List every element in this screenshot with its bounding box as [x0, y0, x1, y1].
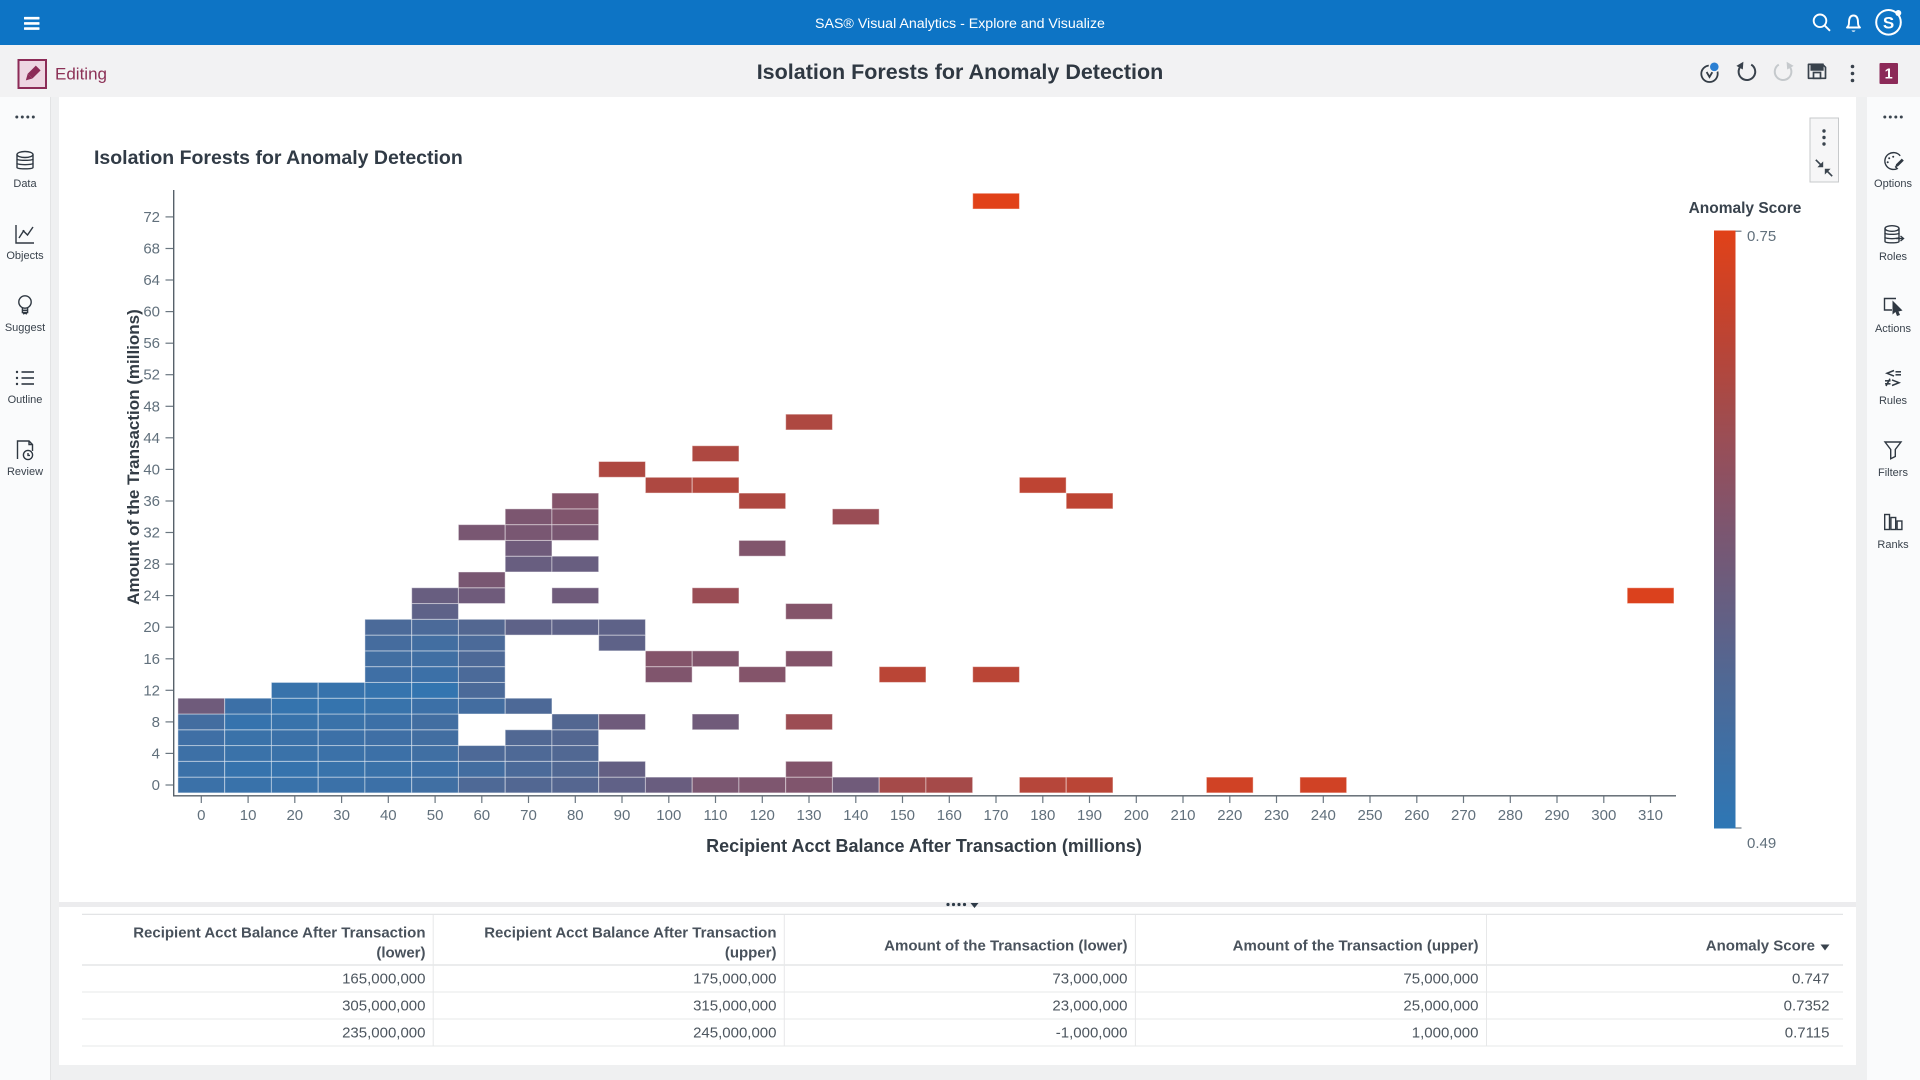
svg-text:Objects: Objects	[6, 250, 44, 262]
svg-text:170: 170	[983, 807, 1008, 824]
svg-text:72: 72	[143, 209, 160, 226]
svg-text:235,000,000: 235,000,000	[342, 1025, 425, 1042]
svg-text:Review: Review	[7, 466, 43, 478]
svg-text:Isolation Forests for Anomaly: Isolation Forests for Anomaly Detection	[757, 60, 1164, 84]
svg-text:Filters: Filters	[1878, 467, 1908, 479]
svg-text:Editing: Editing	[55, 65, 107, 84]
svg-text:Amount of the Transaction (low: Amount of the Transaction (lower)	[884, 938, 1127, 955]
svg-text:0.75: 0.75	[1747, 228, 1776, 245]
svg-text:56: 56	[143, 335, 160, 352]
svg-text:Suggest: Suggest	[5, 322, 45, 334]
svg-text:8: 8	[152, 714, 160, 731]
svg-text:75,000,000: 75,000,000	[1403, 971, 1478, 988]
svg-text:40: 40	[143, 461, 160, 478]
svg-text:20: 20	[143, 619, 160, 636]
svg-text:165,000,000: 165,000,000	[342, 971, 425, 988]
svg-text:48: 48	[143, 398, 160, 415]
svg-text:4: 4	[152, 745, 160, 762]
svg-text:310: 310	[1638, 807, 1663, 824]
svg-text:150: 150	[890, 807, 915, 824]
svg-text:245,000,000: 245,000,000	[693, 1025, 776, 1042]
svg-text:24: 24	[143, 588, 160, 605]
svg-text:12: 12	[143, 682, 160, 699]
svg-text:28: 28	[143, 556, 160, 573]
svg-text:Recipient Acct Balance After T: Recipient Acct Balance After Transaction…	[706, 836, 1142, 856]
svg-text:300: 300	[1591, 807, 1616, 824]
svg-text:180: 180	[1030, 807, 1055, 824]
svg-text:16: 16	[143, 651, 160, 668]
svg-text:Options: Options	[1874, 178, 1912, 190]
svg-text:Anomaly Score: Anomaly Score	[1706, 938, 1815, 955]
svg-text:Outline: Outline	[8, 394, 43, 406]
svg-text:0: 0	[197, 807, 205, 824]
svg-text:290: 290	[1544, 807, 1569, 824]
svg-text:175,000,000: 175,000,000	[693, 971, 776, 988]
svg-text:64: 64	[143, 272, 160, 289]
svg-text:50: 50	[427, 807, 444, 824]
svg-text:60: 60	[473, 807, 490, 824]
svg-text:Roles: Roles	[1879, 251, 1908, 263]
svg-text:Data: Data	[13, 178, 37, 190]
svg-text:40: 40	[380, 807, 397, 824]
svg-text:Ranks: Ranks	[1877, 539, 1909, 551]
svg-text:Rules: Rules	[1879, 395, 1908, 407]
svg-text:250: 250	[1357, 807, 1382, 824]
svg-text:S: S	[1883, 14, 1894, 33]
svg-text:190: 190	[1077, 807, 1102, 824]
svg-text:68: 68	[143, 241, 160, 258]
svg-text:0.7115: 0.7115	[1785, 1025, 1830, 1042]
svg-text:305,000,000: 305,000,000	[342, 998, 425, 1015]
svg-text:Recipient Acct Balance After T: Recipient Acct Balance After Transaction	[484, 925, 776, 942]
svg-text:0.747: 0.747	[1792, 971, 1830, 988]
svg-text:73,000,000: 73,000,000	[1052, 971, 1127, 988]
svg-text:20: 20	[286, 807, 303, 824]
svg-text:1: 1	[1885, 67, 1893, 83]
svg-text:90: 90	[614, 807, 631, 824]
svg-text:1,000,000: 1,000,000	[1412, 1025, 1479, 1042]
svg-text:210: 210	[1170, 807, 1195, 824]
svg-text:Recipient Acct Balance After T: Recipient Acct Balance After Transaction	[133, 925, 425, 942]
svg-text:52: 52	[143, 367, 160, 384]
svg-text:220: 220	[1217, 807, 1242, 824]
svg-text:60: 60	[143, 304, 160, 321]
svg-text:200: 200	[1124, 807, 1149, 824]
svg-text:0.49: 0.49	[1747, 835, 1776, 852]
svg-text:36: 36	[143, 493, 160, 510]
svg-text:230: 230	[1264, 807, 1289, 824]
svg-text:80: 80	[567, 807, 584, 824]
svg-text:100: 100	[656, 807, 681, 824]
svg-text:Amount of the Transaction (mil: Amount of the Transaction (millions)	[124, 309, 143, 605]
svg-text:260: 260	[1404, 807, 1429, 824]
svg-text:Actions: Actions	[1875, 323, 1912, 335]
svg-text:120: 120	[750, 807, 775, 824]
svg-text:32: 32	[143, 525, 160, 542]
svg-text:270: 270	[1451, 807, 1476, 824]
svg-text:25,000,000: 25,000,000	[1403, 998, 1478, 1015]
svg-text:280: 280	[1498, 807, 1523, 824]
svg-text:SAS® Visual Analytics - Explor: SAS® Visual Analytics - Explore and Visu…	[815, 16, 1105, 32]
svg-text:240: 240	[1311, 807, 1336, 824]
svg-text:10: 10	[240, 807, 257, 824]
svg-text:315,000,000: 315,000,000	[693, 998, 776, 1015]
svg-text:Amount of the Transaction (upp: Amount of the Transaction (upper)	[1233, 938, 1479, 955]
svg-text:Isolation Forests for Anomaly: Isolation Forests for Anomaly Detection	[94, 147, 463, 169]
svg-text:130: 130	[796, 807, 821, 824]
svg-text:0: 0	[152, 777, 160, 794]
svg-text:140: 140	[843, 807, 868, 824]
svg-text:44: 44	[143, 430, 160, 447]
svg-text:30: 30	[333, 807, 350, 824]
svg-text:Anomaly Score: Anomaly Score	[1689, 200, 1802, 217]
svg-text:160: 160	[937, 807, 962, 824]
svg-text:70: 70	[520, 807, 537, 824]
svg-text:0.7352: 0.7352	[1784, 998, 1830, 1015]
svg-text:-1,000,000: -1,000,000	[1056, 1025, 1128, 1042]
svg-text:(lower): (lower)	[376, 945, 425, 962]
svg-text:23,000,000: 23,000,000	[1052, 998, 1127, 1015]
svg-text:110: 110	[704, 807, 728, 824]
svg-text:(upper): (upper)	[725, 945, 777, 962]
